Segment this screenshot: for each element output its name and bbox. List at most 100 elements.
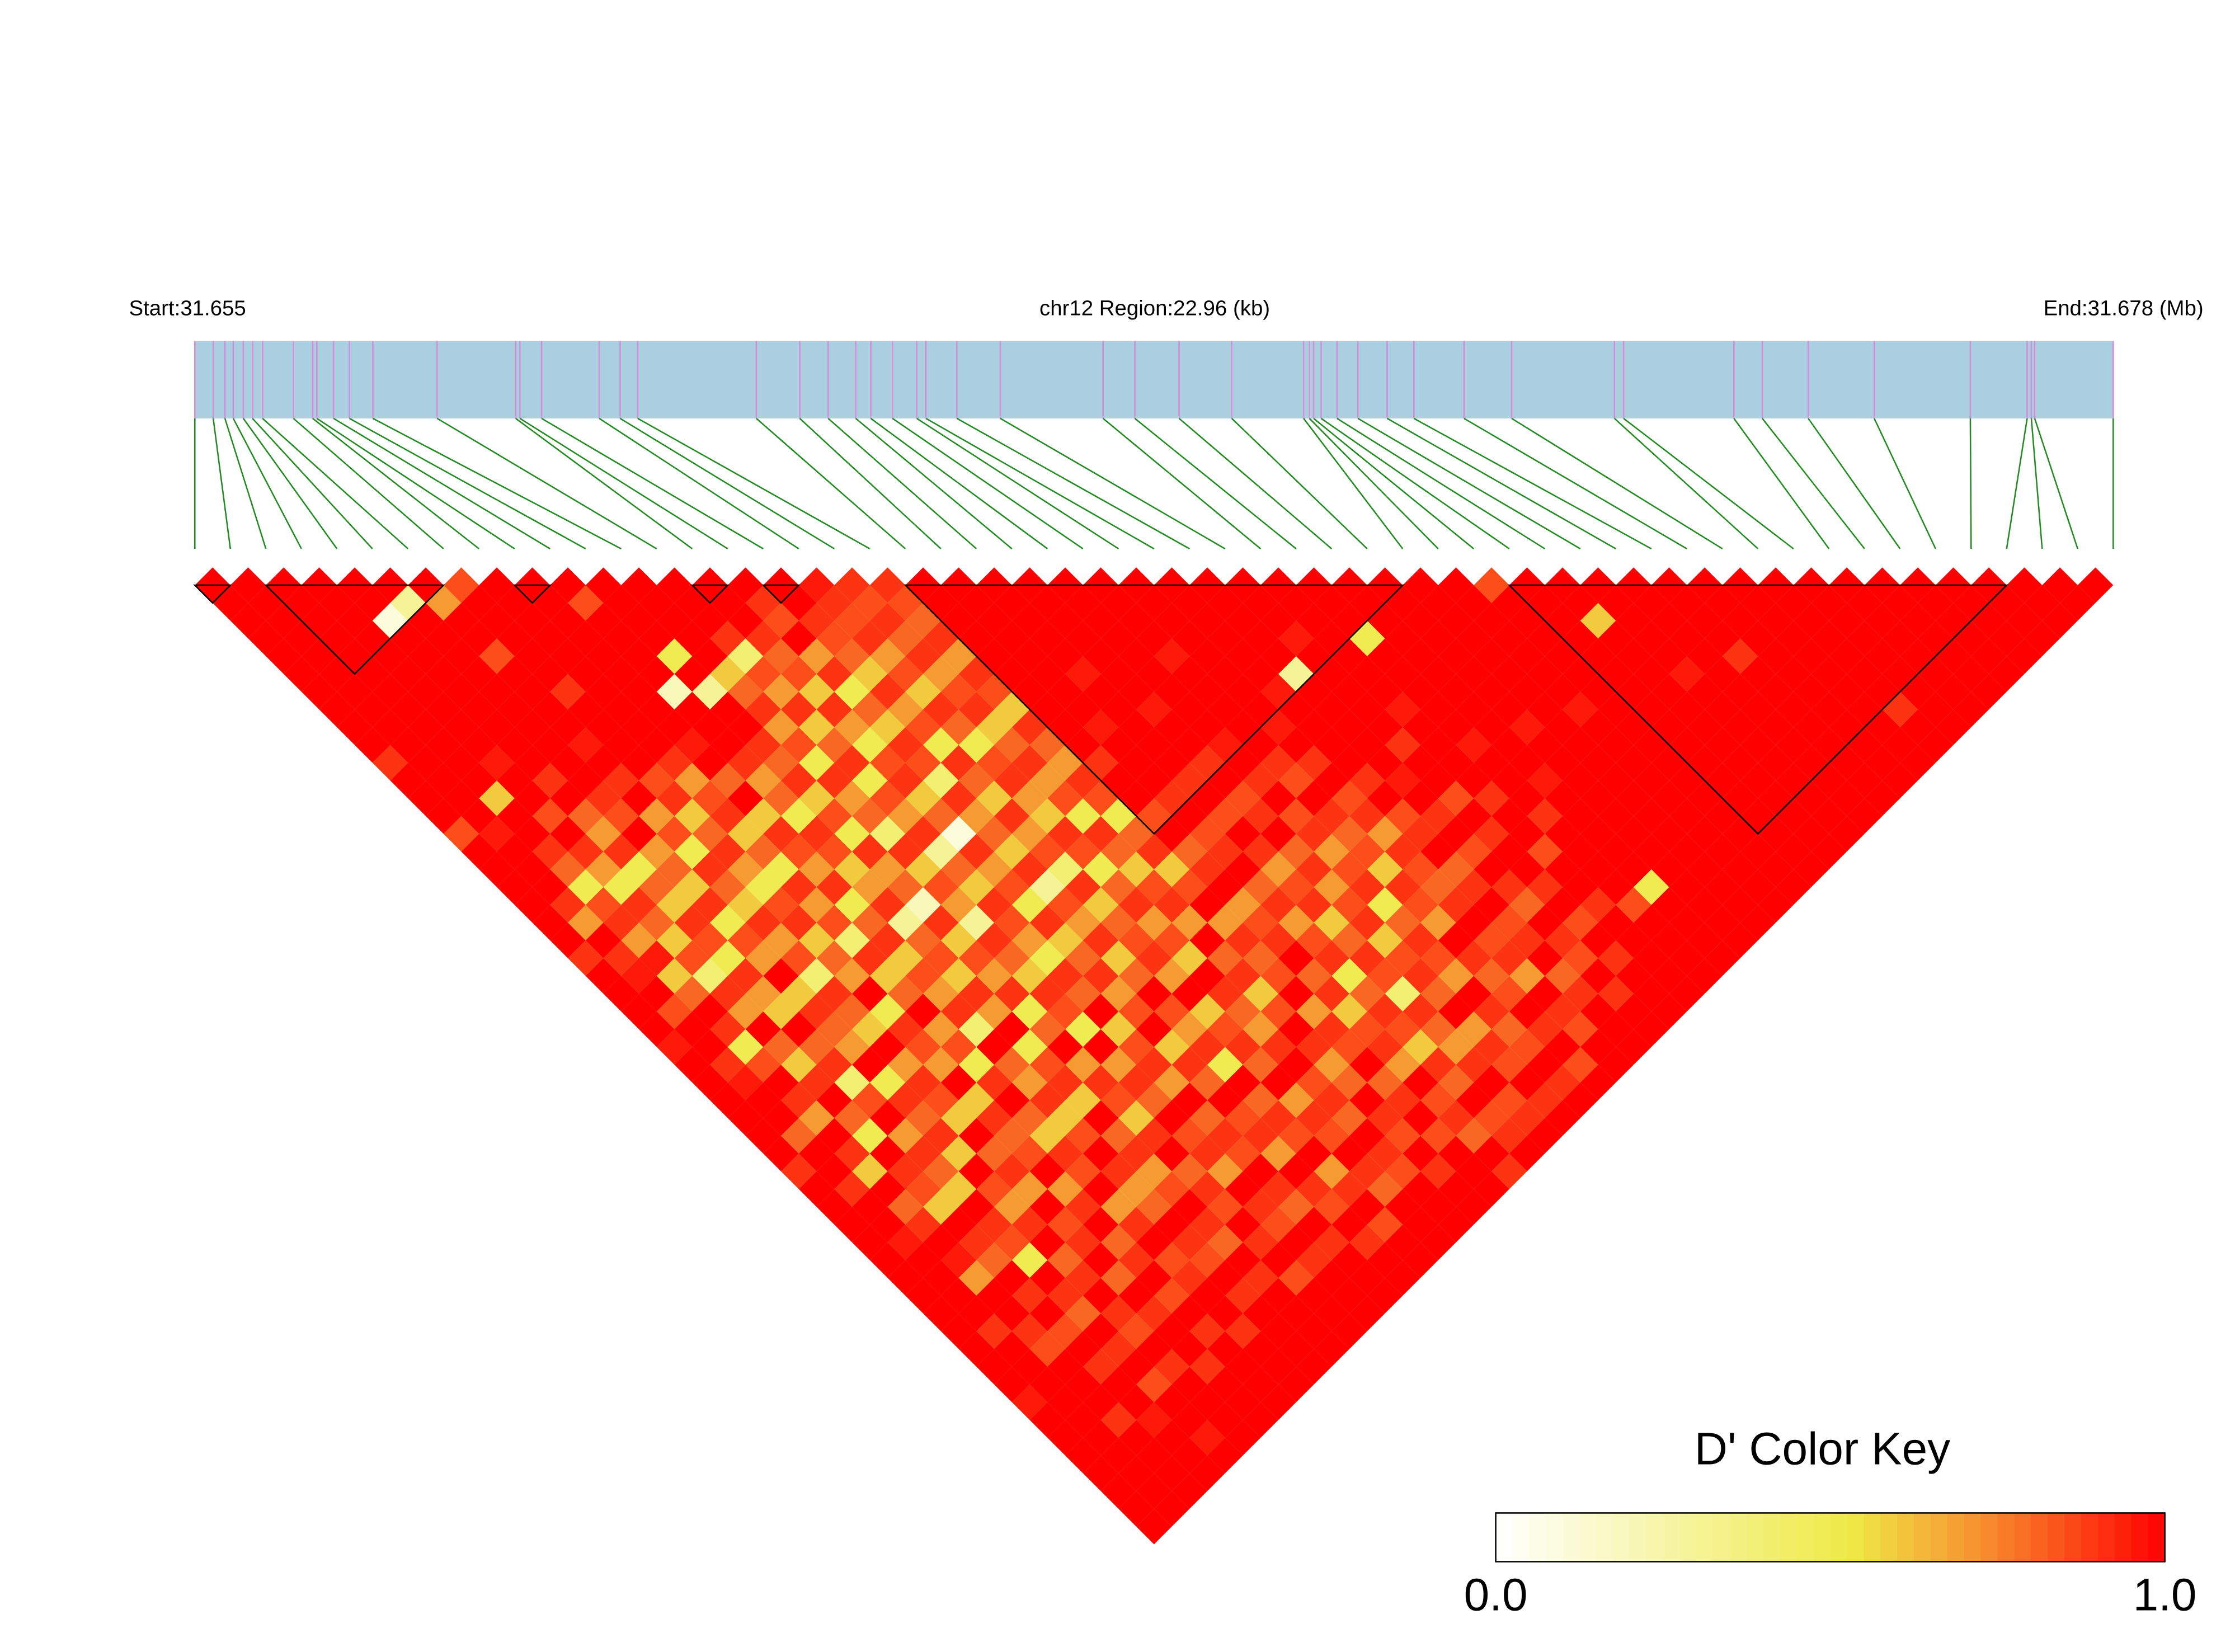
ld-cell	[1474, 603, 1509, 639]
ld-cell	[905, 780, 941, 816]
ld-cell	[479, 851, 515, 887]
ld-cell	[1580, 603, 1616, 639]
ld-cell	[1474, 1029, 1509, 1065]
ld-cell	[710, 1011, 746, 1047]
ld-cell	[1349, 656, 1385, 692]
ld-cell	[852, 1118, 888, 1154]
ld-cell	[1349, 1118, 1385, 1154]
ld-cell	[1722, 923, 1758, 958]
ld-cell	[550, 567, 586, 603]
ld-cell	[887, 1047, 924, 1083]
ld-cell	[1189, 1420, 1225, 1456]
ld-cell	[1420, 1011, 1456, 1047]
ld-cell	[1136, 656, 1172, 692]
ld-cell	[1385, 727, 1421, 763]
color-key-step	[1930, 1513, 1949, 1562]
ld-cell	[763, 603, 799, 639]
ld-cell	[1136, 620, 1172, 657]
ld-cell	[674, 1011, 711, 1047]
ld-cell	[674, 834, 711, 870]
ld-cell	[1491, 656, 1527, 692]
ld-cell	[1136, 905, 1172, 941]
ld-cell	[1118, 1349, 1154, 1385]
ld-cell	[852, 1189, 888, 1225]
ld-cell	[816, 976, 853, 1012]
snp-connector	[1357, 417, 1581, 550]
ld-cell	[1314, 869, 1350, 905]
ld-cell	[692, 638, 728, 674]
ld-cell	[1100, 976, 1137, 1012]
ld-cell	[1953, 691, 1989, 728]
ld-cell	[1029, 1367, 1066, 1402]
ld-cell	[621, 674, 657, 710]
ld-cell	[1509, 816, 1545, 852]
ld-cell	[1474, 1171, 1509, 1207]
ld-cell	[976, 1065, 1012, 1100]
ld-cell	[1403, 851, 1438, 887]
color-key-step	[1495, 1513, 1513, 1562]
ld-cell	[976, 923, 1012, 958]
ld-cell	[1296, 780, 1332, 816]
ld-cell	[1776, 656, 1811, 692]
ld-cell	[1634, 976, 1669, 1012]
ld-cell	[852, 585, 888, 621]
ld-cell	[1331, 674, 1367, 710]
ld-cell	[1385, 1047, 1421, 1083]
ld-cell	[1438, 709, 1474, 745]
ld-cell	[1083, 1420, 1119, 1456]
ld-cell	[1776, 691, 1811, 728]
ld-cell	[1420, 798, 1456, 834]
color-key-step	[1512, 1513, 1530, 1562]
ld-cell	[1580, 887, 1616, 923]
ld-cell	[1580, 923, 1616, 958]
snp-connector	[956, 417, 1190, 550]
ld-cell	[887, 976, 924, 1012]
ld-cell	[1651, 816, 1687, 852]
ld-cell	[1634, 798, 1669, 834]
ld-cell	[852, 940, 888, 976]
ld-cell	[994, 585, 1030, 621]
ld-cell	[1420, 869, 1456, 905]
color-key-step	[1880, 1513, 1898, 1562]
ld-cell	[1349, 1082, 1385, 1118]
ld-cell	[1154, 709, 1190, 745]
ld-cell	[816, 940, 853, 976]
ld-cell	[230, 567, 266, 603]
ld-cell	[603, 940, 639, 976]
ld-cell	[1349, 940, 1385, 976]
ld-cell	[710, 1047, 746, 1083]
color-key-step	[1747, 1513, 1765, 1562]
ld-cell	[1829, 709, 1865, 745]
color-key-step	[1780, 1513, 1798, 1562]
color-key-step	[1897, 1513, 1915, 1562]
ld-cell	[656, 1029, 693, 1065]
ld-cell	[1331, 1313, 1367, 1349]
color-key-step	[2064, 1513, 2082, 1562]
ld-cell	[1225, 674, 1261, 710]
ld-cell	[1047, 816, 1083, 852]
ld-cell	[976, 1242, 1012, 1278]
ld-cell	[1687, 851, 1723, 887]
ld-cell	[1225, 887, 1261, 923]
ld-cell	[1189, 1313, 1225, 1349]
ld-cell	[585, 603, 622, 639]
color-key-step	[1763, 1513, 1781, 1562]
ld-cell	[1811, 727, 1847, 763]
ld-cell	[1420, 940, 1456, 976]
ld-cell	[852, 869, 888, 905]
haplotype-block	[1507, 584, 2008, 835]
ld-cell	[390, 656, 426, 692]
ld-cell	[1420, 585, 1456, 621]
ld-cell	[532, 869, 568, 905]
ld-cell	[852, 1047, 888, 1083]
ld-cell	[905, 1207, 941, 1242]
ld-cell	[1011, 603, 1048, 639]
ld-cell	[1438, 1207, 1474, 1242]
ld-cell	[905, 1065, 941, 1100]
snp-connector	[316, 417, 515, 550]
ld-cell	[1083, 923, 1119, 958]
ld-cell	[1722, 603, 1758, 639]
ld-cell	[443, 603, 479, 639]
ld-cell	[1296, 1278, 1332, 1314]
ld-cell	[887, 1189, 924, 1225]
